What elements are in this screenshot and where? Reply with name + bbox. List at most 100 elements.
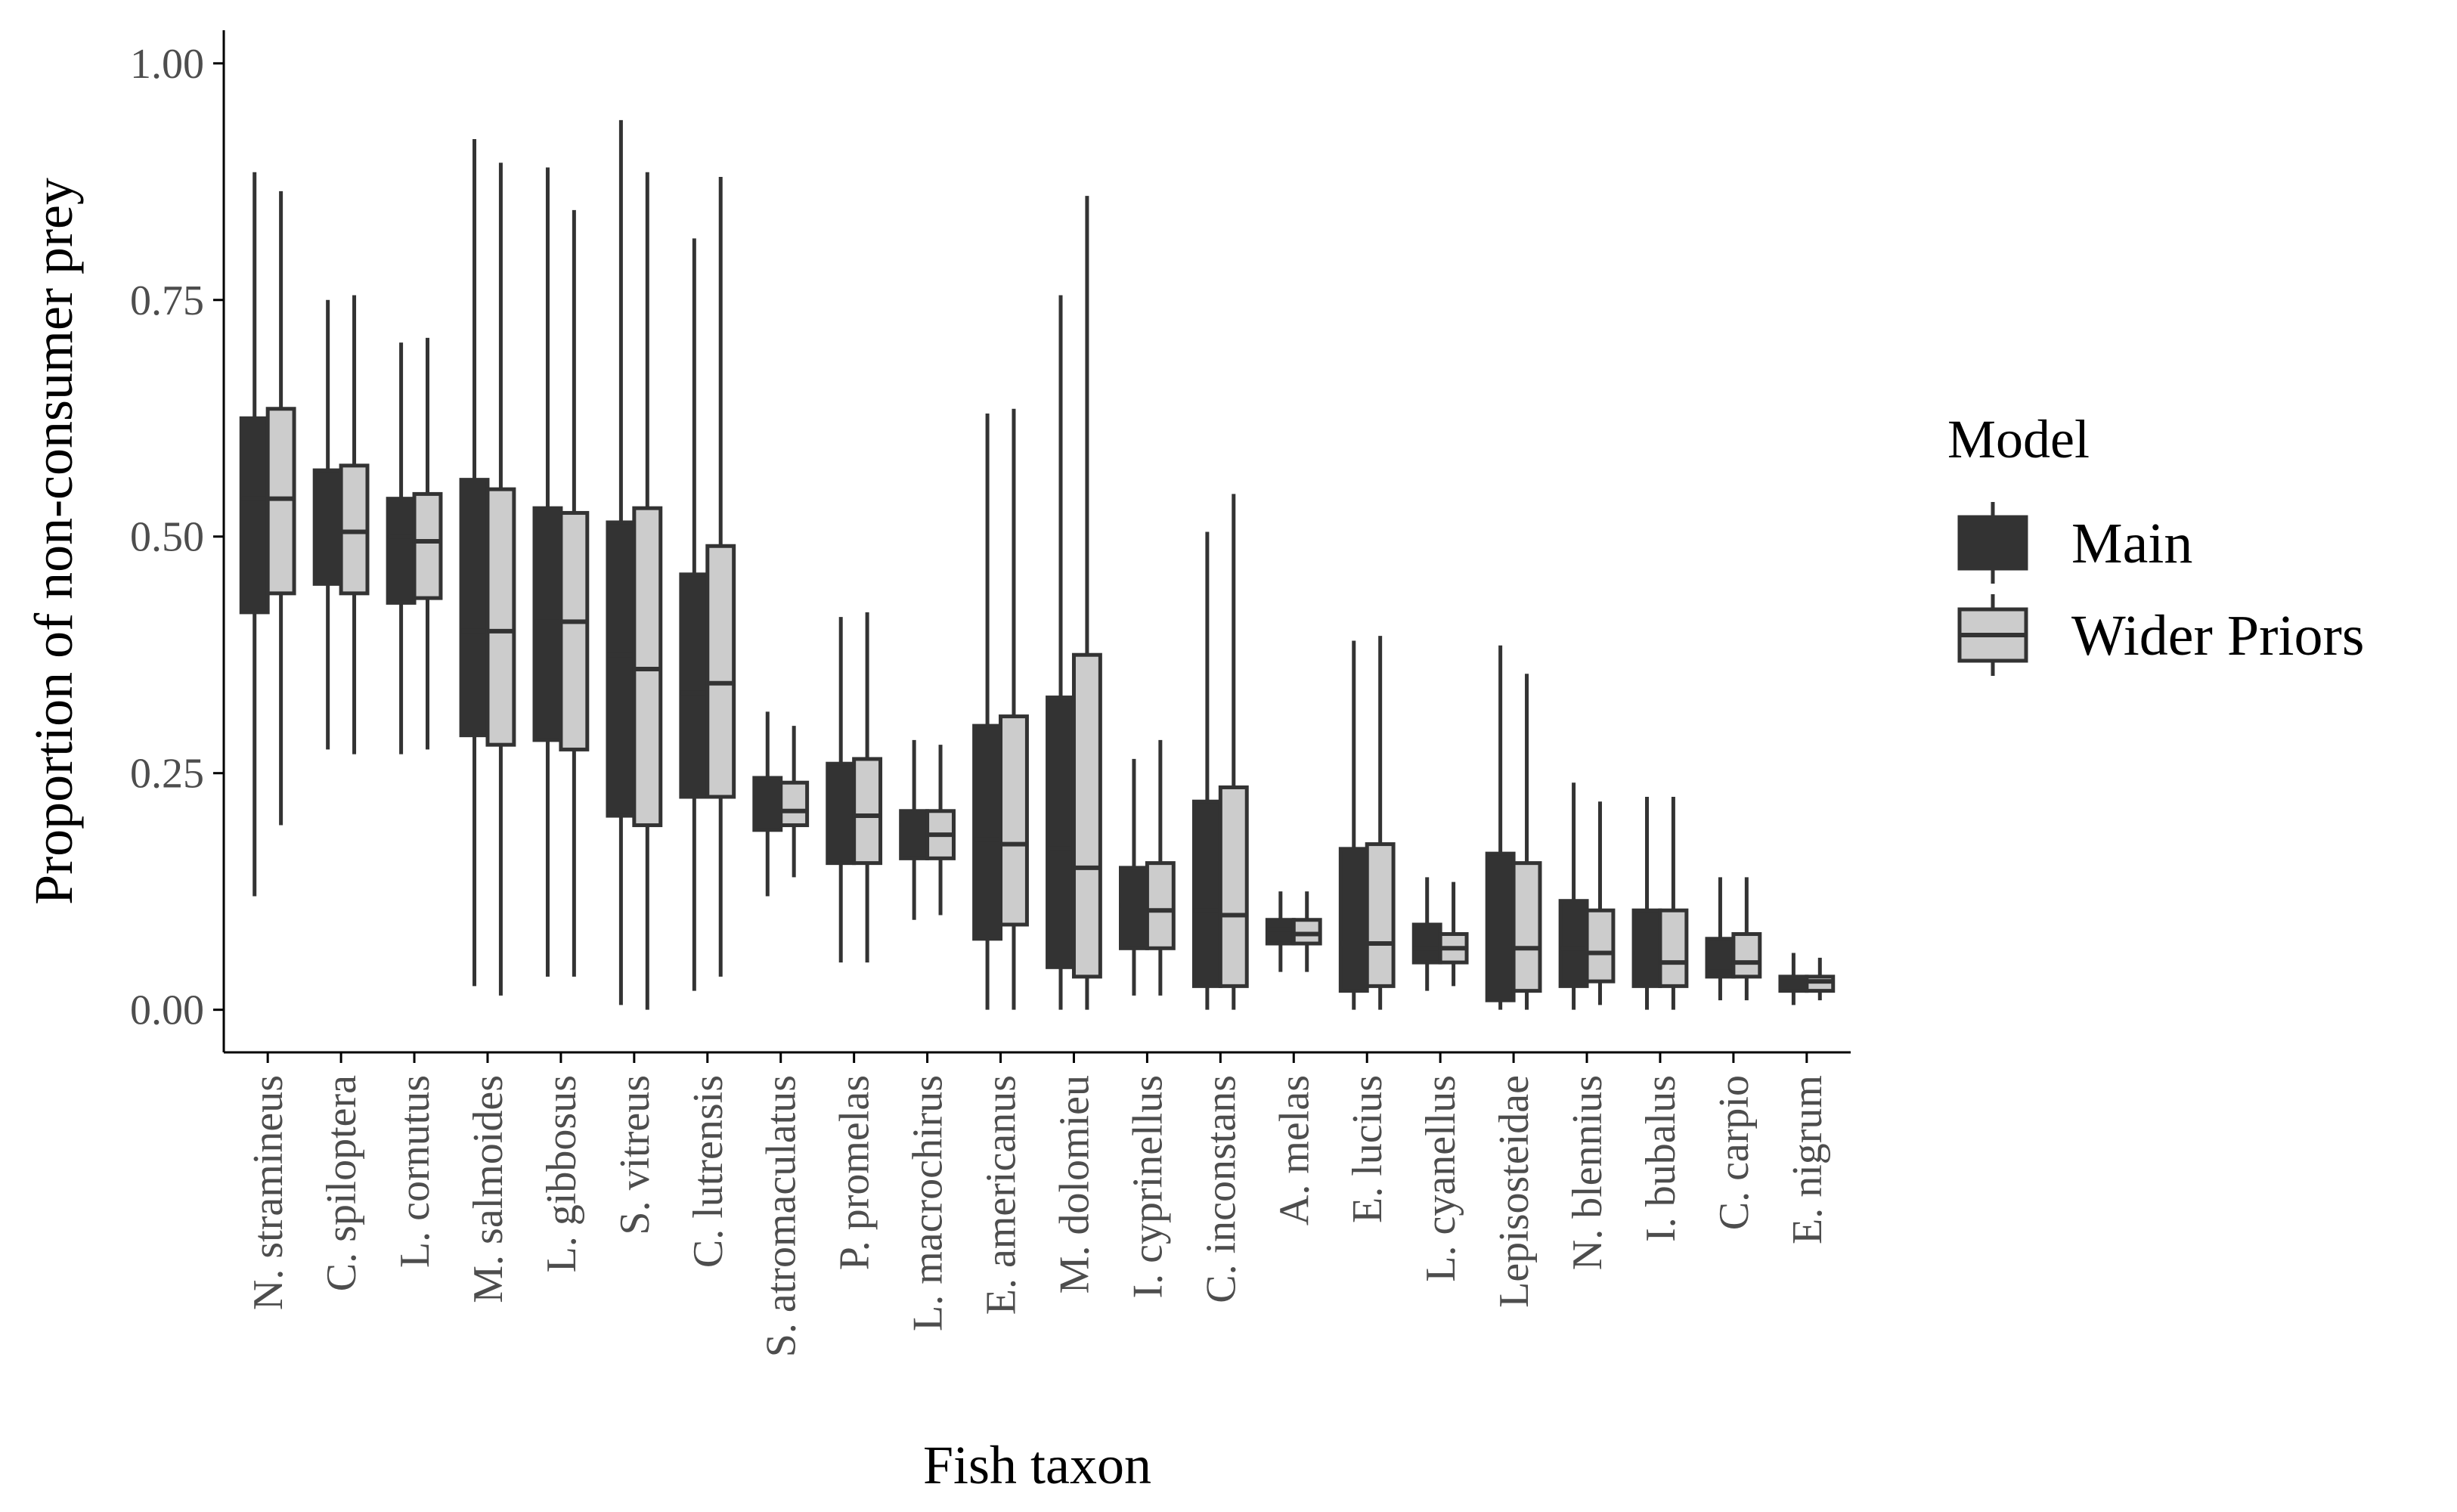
box-main-s-vitreus [606, 119, 637, 1005]
box-wider-priors-m-dolomieu [1071, 196, 1102, 1010]
box-wider-priors-s-atromaculatus [779, 726, 810, 878]
box-wider-priors-a-melas [1291, 891, 1322, 972]
box-wider-priors-lepisosteidae [1511, 674, 1542, 1010]
x-tick-label-l-macrochirus: L. macrochirus [905, 1075, 952, 1331]
iqr-box [459, 478, 490, 738]
iqr-box [1365, 842, 1396, 988]
box-main-l-cyanellus [1411, 877, 1442, 991]
legend-label-main: Main [2071, 512, 2192, 575]
iqr-box [1265, 918, 1296, 946]
plot-area: 0.00 0.25 0.50 0.75 1.00 N. stramineus C. spi… [130, 30, 1851, 1357]
box-wider-priors-n-stramineus [265, 191, 296, 826]
box-main-l-macrochirus [899, 739, 930, 920]
iqr-box [1291, 918, 1322, 946]
iqr-box [312, 468, 343, 586]
x-tick-label-n-stramineus: N. stramineus [245, 1075, 292, 1310]
x-tick-label-i-bubalus: I. bubalus [1637, 1075, 1684, 1242]
box-main-c-spiloptera [312, 299, 343, 750]
x-tick-label-e-americanus: E. americanus [978, 1075, 1025, 1315]
iqr-box [559, 510, 590, 751]
box-main-c-carpio [1705, 877, 1736, 1001]
box-wider-priors-m-salmoides [485, 163, 516, 996]
y-tick-label: 1.00 [130, 41, 204, 88]
iqr-box [606, 520, 637, 818]
iqr-box [1658, 908, 1689, 988]
iqr-box [826, 761, 857, 866]
box-wider-priors-c-spiloptera [339, 295, 370, 754]
x-tick-label-c-carpio: C. carpio [1711, 1075, 1758, 1230]
x-tick-label-e-lucius: E. lucius [1344, 1075, 1391, 1223]
box-main-a-melas [1265, 891, 1296, 972]
box-wider-priors-i-cyprinellus [1145, 739, 1176, 996]
box-main-m-salmoides [459, 138, 490, 987]
iqr-box [852, 757, 883, 866]
box-main-s-atromaculatus [752, 711, 783, 897]
iqr-box [265, 407, 296, 596]
box-wider-priors-c-inconstans [1218, 494, 1249, 1010]
iqr-box [705, 544, 736, 799]
box-wider-priors-p-promelas [852, 612, 883, 963]
iqr-box [1731, 932, 1762, 979]
iqr-box [532, 506, 563, 742]
x-tick-label-l-gibbosus: L. gibbosus [538, 1075, 585, 1272]
box-main-i-bubalus [1631, 797, 1662, 1010]
iqr-box [1191, 799, 1222, 988]
box-wider-priors-e-nigrum [1805, 957, 1836, 1001]
iqr-box [1511, 861, 1542, 993]
legend: Model Main Wider Priors [1947, 409, 2364, 676]
box-main-c-lutrensis [679, 238, 710, 991]
box-main-n-stramineus [239, 172, 270, 897]
box-main-c-inconstans [1191, 531, 1222, 1010]
iqr-box [1218, 785, 1249, 988]
box-main-p-promelas [826, 617, 857, 963]
iqr-box [999, 714, 1029, 927]
iqr-box [779, 780, 810, 828]
x-tick-label-m-salmoides: M. salmoides [465, 1075, 512, 1303]
y-axis-ticks: 0.00 0.25 0.50 0.75 1.00 [130, 41, 224, 1034]
box-wider-priors-l-macrochirus [925, 745, 956, 916]
iqr-box [1631, 908, 1662, 988]
iqr-box [1338, 847, 1369, 993]
x-tick-label-p-promelas: P. promelas [832, 1075, 878, 1270]
x-tick-label-a-melas: A. melas [1271, 1075, 1318, 1225]
iqr-box [1145, 861, 1176, 950]
iqr-box [1119, 866, 1149, 950]
box-main-e-lucius [1338, 640, 1369, 1010]
iqr-box [1485, 851, 1516, 1002]
x-tick-label-m-dolomieu: M. dolomieu [1051, 1075, 1098, 1294]
y-tick-label: 0.50 [130, 514, 204, 561]
legend-item-wider-priors: Wider Priors [1957, 594, 2364, 676]
box-wider-priors-e-americanus [999, 408, 1029, 1010]
iqr-box [1071, 652, 1102, 979]
legend-label-wider-priors: Wider Priors [2071, 604, 2364, 668]
x-tick-label-s-vitreus: S. vitreus [612, 1075, 658, 1235]
box-main-e-americanus [972, 414, 1003, 1010]
box-wider-priors-l-cornutus [412, 337, 443, 750]
box-wider-priors-s-vitreus [632, 172, 663, 1010]
iqr-box [1778, 974, 1809, 993]
legend-items: Main Wider Priors [1957, 502, 2364, 676]
iqr-box [899, 809, 930, 860]
box-main-n-blennius [1558, 782, 1589, 1010]
box-main-l-gibbosus [532, 167, 563, 977]
y-tick-label: 0.00 [130, 987, 204, 1034]
y-tick-label: 0.75 [130, 277, 204, 324]
box-main-i-cyprinellus [1119, 758, 1149, 996]
x-axis-title: Fish taxon [923, 1435, 1151, 1495]
iqr-box [1411, 922, 1442, 965]
iqr-box [485, 487, 516, 747]
box-wider-priors-i-bubalus [1658, 797, 1689, 1010]
iqr-box [412, 491, 443, 600]
box-main-l-cornutus [386, 342, 417, 754]
iqr-box [239, 416, 270, 615]
x-tick-label-lepisosteidae: Lepisosteidae [1491, 1075, 1538, 1308]
iqr-box [1805, 974, 1836, 993]
iqr-box [752, 776, 783, 832]
iqr-box [1558, 899, 1589, 988]
box-wider-priors-l-cyanellus [1438, 881, 1469, 987]
x-tick-label-i-cyprinellus: I. cyprinellus [1124, 1075, 1171, 1298]
x-axis-ticks: N. stramineus C. spiloptera L. cornutus M. … [245, 1052, 1831, 1357]
x-tick-label-c-inconstans: C. inconstans [1198, 1075, 1244, 1303]
box-wider-priors-n-blennius [1585, 801, 1616, 1005]
box-wider-priors-l-gibbosus [559, 209, 590, 977]
